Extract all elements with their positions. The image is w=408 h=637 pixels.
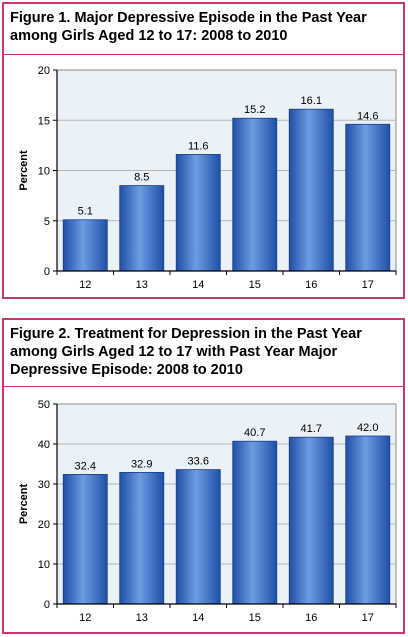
figure-2-panel: Figure 2. Treatment for Depression in th…	[2, 318, 405, 634]
figure-1-panel: Figure 1. Major Depressive Episode in th…	[2, 2, 405, 299]
bar-12	[62, 474, 108, 605]
bar-13	[119, 185, 165, 272]
y-tick-label: 0	[44, 599, 50, 611]
figure-2-title: Figure 2. Treatment for Depression in th…	[10, 325, 397, 379]
figure-2-chart: 0 10 20 30 40 50 32.4 12 32.9 13 33.6 14 40.7 15 41.7 1…	[18, 399, 397, 624]
x-tick-label-16: 16	[305, 279, 317, 291]
bar-16	[288, 108, 334, 272]
x-tick-label-15: 15	[249, 279, 261, 291]
data-label-13: 8.5	[134, 172, 149, 184]
x-tick-label-17: 17	[362, 612, 374, 624]
data-label-12: 5.1	[78, 206, 93, 218]
y-tick-label: 5	[44, 216, 50, 228]
figure-1-chart: 0 5 10 15 20 5.1 12 8.5 13 11.6 14 15.2 15 16.1 16 14.6…	[18, 65, 397, 291]
figure-2-title-line-1: Figure 2. Treatment for Depression in th…	[10, 326, 362, 342]
bar-15	[232, 117, 278, 272]
figure-1-title-line-1: Figure 1. Major Depressive Episode in th…	[10, 10, 367, 26]
x-tick-label-14: 14	[192, 279, 204, 291]
bar-15	[232, 440, 278, 605]
figure-2-title-line-2: among Girls Aged 12 to 17 with Past Year…	[10, 344, 338, 360]
data-label-15: 40.7	[244, 427, 265, 439]
x-tick-label-13: 13	[136, 612, 148, 624]
y-tick-label: 50	[38, 399, 50, 411]
data-label-13: 32.9	[131, 458, 152, 470]
y-axis-title: Percent	[18, 150, 30, 191]
data-label-17: 42.0	[357, 422, 378, 434]
data-label-15: 15.2	[244, 104, 265, 116]
figure-1-title-rule	[4, 54, 403, 55]
y-tick-label: 10	[38, 166, 50, 178]
data-label-12: 32.4	[75, 460, 96, 472]
x-tick-label-16: 16	[305, 612, 317, 624]
bar-14	[175, 469, 221, 605]
y-tick-label: 0	[44, 266, 50, 278]
figure-2-title-rule	[4, 386, 403, 387]
data-label-14: 33.6	[188, 456, 209, 468]
x-tick-label-13: 13	[136, 279, 148, 291]
bar-17	[345, 123, 391, 272]
data-label-16: 16.1	[301, 95, 322, 107]
bar-17	[345, 435, 391, 605]
y-tick-label: 15	[38, 115, 50, 127]
y-tick-label: 10	[38, 559, 50, 571]
bar-13	[119, 472, 165, 605]
x-tick-label-12: 12	[79, 279, 91, 291]
y-tick-label: 20	[38, 65, 50, 77]
y-tick-label: 20	[38, 519, 50, 531]
data-label-16: 41.7	[301, 423, 322, 435]
y-axis-title: Percent	[18, 483, 30, 524]
x-tick-label-12: 12	[79, 612, 91, 624]
x-tick-label-17: 17	[362, 279, 374, 291]
figure-1-title: Figure 1. Major Depressive Episode in th…	[10, 9, 397, 45]
x-tick-label-15: 15	[249, 612, 261, 624]
bar-16	[288, 436, 334, 605]
y-tick-label: 30	[38, 479, 50, 491]
bar-12	[62, 219, 108, 272]
y-tick-label: 40	[38, 439, 50, 451]
figure-2-title-line-3: Depressive Episode: 2008 to 2010	[10, 362, 243, 378]
plot-area	[56, 403, 397, 605]
data-label-14: 11.6	[188, 140, 209, 152]
data-label-17: 14.6	[357, 110, 378, 122]
figure-1-title-line-2: among Girls Aged 12 to 17: 2008 to 2010	[10, 28, 288, 44]
bar-14	[175, 154, 221, 272]
x-tick-label-14: 14	[192, 612, 204, 624]
